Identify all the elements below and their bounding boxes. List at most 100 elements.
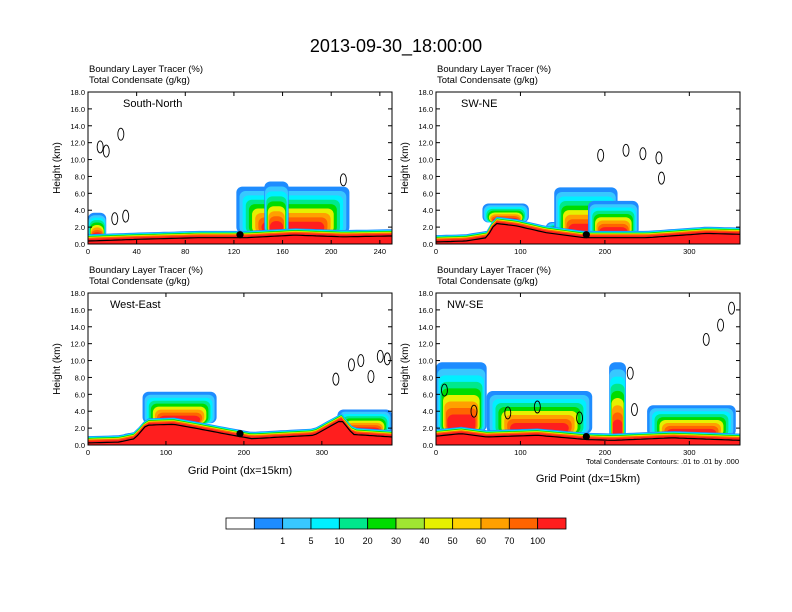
figure-title: 2013-09-30_18:00:00: [310, 36, 482, 57]
panel-sw-ne: Boundary Layer Tracer (%) Total Condensa…: [400, 64, 741, 256]
x-tick-label: 0: [86, 247, 90, 256]
panel-field-label-1: Boundary Layer Tracer (%): [437, 265, 551, 276]
y-tick-label: 2.0: [75, 223, 85, 232]
y-tick-label: 4.0: [75, 407, 85, 416]
tracer-field: [88, 127, 392, 244]
contour-note: Total Condensate Contours: .01 to .01 by…: [586, 457, 739, 466]
y-tick-label: 6.0: [423, 390, 433, 399]
condensate-contour: [597, 148, 605, 162]
colorbar: 1 5 10 20 30 40 50 60 70 100: [225, 517, 567, 546]
y-tick-label: 8.0: [75, 373, 85, 382]
colorbar-swatch: [395, 517, 425, 530]
y-tick-label: 12.0: [418, 139, 433, 148]
colorbar-swatch: [282, 517, 312, 530]
condensate-contour: [102, 144, 110, 158]
x-tick-label: 200: [599, 448, 612, 457]
y-tick-label: 2.0: [75, 424, 85, 433]
panel-west-east: Boundary Layer Tracer (%) Total Condensa…: [52, 265, 393, 477]
y-tick-label: 18.0: [70, 88, 85, 97]
x-tick-label: 200: [238, 448, 251, 457]
condensate-contour: [533, 400, 541, 414]
colorbar-label: 70: [504, 536, 514, 546]
x-tick-label: 0: [434, 448, 438, 457]
tracer-field: [88, 349, 392, 445]
colorbar-label: 10: [334, 536, 344, 546]
y-tick-label: 10.0: [418, 156, 433, 165]
location-marker: [582, 231, 590, 239]
y-axis-label: Height (km): [52, 343, 63, 395]
condensate-contour: [702, 332, 710, 346]
condensate-contour: [728, 301, 736, 315]
condensate-contour: [332, 372, 340, 386]
condensate-contour: [639, 147, 647, 161]
y-tick-label: 2.0: [423, 223, 433, 232]
condensate-contour: [626, 366, 634, 380]
y-tick-label: 12.0: [418, 340, 433, 349]
panel-field-label-1: Boundary Layer Tracer (%): [89, 64, 203, 75]
y-tick-label: 0.0: [75, 240, 85, 249]
condensate-contour: [470, 404, 478, 418]
condensate-contour: [622, 143, 630, 157]
location-marker: [582, 432, 590, 441]
y-tick-label: 10.0: [70, 156, 85, 165]
panel-field-label-2: Total Condensate (g/kg): [89, 75, 190, 86]
y-tick-label: 6.0: [75, 189, 85, 198]
colorbar-label: 1: [280, 536, 285, 546]
plume-band: [447, 414, 476, 432]
colorbar-swatch: [423, 517, 454, 530]
y-tick-label: 16.0: [70, 306, 85, 315]
colorbar-swatch: [537, 517, 567, 530]
condensate-contour: [717, 318, 725, 332]
colorbar-swatch: [338, 517, 369, 530]
tracer-field: [436, 143, 740, 244]
x-tick-label: 300: [316, 448, 329, 457]
condensate-contour: [122, 209, 130, 223]
condensate-contour: [376, 349, 384, 363]
y-tick-label: 0.0: [423, 240, 433, 249]
colorbar-swatch: [508, 517, 539, 530]
condensate-contour: [576, 411, 584, 425]
panel-name: SW-NE: [461, 98, 497, 110]
x-tick-label: 240: [374, 247, 387, 256]
y-tick-label: 16.0: [70, 105, 85, 114]
y-tick-label: 14.0: [70, 122, 85, 131]
x-tick-label: 100: [514, 247, 527, 256]
panel-field-label-2: Total Condensate (g/kg): [437, 276, 538, 287]
colorbar-swatch: [452, 517, 482, 530]
y-tick-label: 4.0: [423, 206, 433, 215]
colorbar-label: 5: [308, 536, 313, 546]
panel-name: NW-SE: [447, 299, 483, 311]
y-tick-label: 2.0: [423, 424, 433, 433]
x-tick-label: 0: [86, 448, 90, 457]
colorbar-label: 100: [530, 536, 545, 546]
condensate-contour: [367, 370, 375, 384]
y-tick-label: 4.0: [75, 206, 85, 215]
condensate-contour: [348, 358, 355, 372]
x-tick-label: 160: [276, 247, 289, 256]
condensate-contour: [111, 212, 119, 226]
x-tick-label: 100: [160, 448, 173, 457]
y-axis-label: Height (km): [400, 142, 411, 194]
y-tick-label: 18.0: [418, 289, 433, 298]
y-tick-label: 16.0: [418, 105, 433, 114]
plot-frame: [87, 91, 393, 245]
condensate-contour: [96, 140, 104, 154]
y-tick-label: 12.0: [70, 340, 85, 349]
colorbar-label: 50: [448, 536, 458, 546]
condensate-contour: [504, 406, 512, 420]
colorbar-swatch: [253, 517, 284, 530]
x-tick-label: 80: [181, 247, 189, 256]
y-tick-label: 14.0: [418, 122, 433, 131]
panel-south-north: Boundary Layer Tracer (%) Total Condensa…: [52, 64, 393, 256]
panel-field-label-1: Boundary Layer Tracer (%): [89, 265, 203, 276]
panel-nw-se: Boundary Layer Tracer (%) Total Condensa…: [400, 265, 741, 485]
condensate-contour: [383, 352, 391, 366]
x-axis-label: Grid Point (dx=15km): [188, 465, 292, 477]
y-tick-label: 8.0: [423, 373, 433, 382]
colorbar-swatch: [367, 517, 397, 530]
x-tick-label: 300: [683, 448, 696, 457]
condensate-contour: [440, 383, 448, 397]
x-tick-label: 200: [325, 247, 338, 256]
panel-name: South-North: [123, 98, 182, 110]
